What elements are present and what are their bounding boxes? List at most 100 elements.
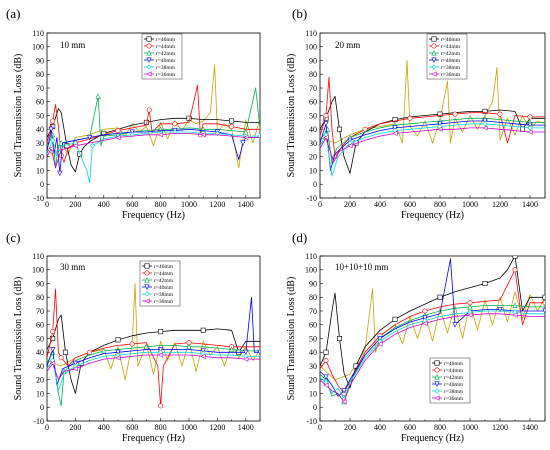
legend-entry: r=46mm xyxy=(441,37,461,43)
data-point xyxy=(242,356,249,362)
data-point xyxy=(243,129,249,135)
legend-entry: r=42mm xyxy=(441,51,461,57)
data-point xyxy=(482,121,488,127)
y-tick-label: 60 xyxy=(309,321,317,330)
y-tick-label: 30 xyxy=(36,139,44,148)
legend-entry: r=44mm xyxy=(154,271,174,277)
data-point xyxy=(512,312,518,318)
data-point xyxy=(323,374,329,380)
data-point xyxy=(392,117,398,123)
panel-label: (a) xyxy=(6,6,20,21)
legend-entry: r=38mm xyxy=(441,65,461,71)
legend-entry: r=36mm xyxy=(156,72,176,78)
chart-panel-2: (b)0 200 400 600 800 1000 1200 1400-10010203040… xyxy=(286,6,546,221)
series-line-r=46mm xyxy=(320,95,545,174)
series-line-r=40mm xyxy=(47,296,260,386)
y-tick-label: 90 xyxy=(309,279,317,288)
data-point xyxy=(49,131,56,138)
legend-marker xyxy=(434,381,440,387)
legend-entry: r=38mm xyxy=(156,65,176,71)
x-tick-label: 400 xyxy=(374,423,386,432)
data-point xyxy=(72,366,78,372)
y-tick-label: 50 xyxy=(309,111,317,120)
data-point xyxy=(228,346,235,353)
x-tick-label: 1000 xyxy=(181,200,197,209)
data-point xyxy=(437,111,443,117)
data-point xyxy=(497,307,503,313)
data-point xyxy=(50,335,56,341)
legend-entry: r=46mm xyxy=(444,361,464,367)
data-point xyxy=(377,341,383,347)
x-tick-label: 1400 xyxy=(238,423,254,432)
series-line-r=40mm xyxy=(47,128,260,174)
data-point xyxy=(512,267,518,273)
data-point xyxy=(341,399,347,405)
data-point xyxy=(49,346,56,353)
data-point xyxy=(57,170,63,177)
legend-marker xyxy=(431,57,437,63)
series-group xyxy=(320,60,545,177)
legend-entry: r=36mm xyxy=(441,72,461,78)
y-tick-label: 20 xyxy=(309,153,317,162)
y-axis-label: Sound Transmission Loss (dB) xyxy=(13,277,24,401)
x-tick-label: 1000 xyxy=(462,200,478,209)
y-tick-label: 0 xyxy=(40,180,44,189)
data-point xyxy=(72,360,79,367)
data-point xyxy=(336,126,342,132)
x-tick-label: 200 xyxy=(69,200,81,209)
y-tick-label: 70 xyxy=(36,307,44,316)
series-line-unlabeled xyxy=(320,60,545,144)
y-tick-label: 110 xyxy=(32,29,44,38)
x-tick-label: 1000 xyxy=(181,423,197,432)
x-axis-label: Frequency (Hz) xyxy=(401,210,464,221)
data-point xyxy=(58,355,64,361)
y-tick-label: 20 xyxy=(309,376,317,385)
data-point xyxy=(115,355,121,361)
x-axis-label: Frequency (Hz) xyxy=(122,210,185,221)
series-line-r=36mm xyxy=(320,127,545,163)
data-point xyxy=(157,132,164,138)
y-tick-label: 0 xyxy=(313,403,317,412)
data-point xyxy=(115,134,121,141)
legend-marker xyxy=(431,71,437,77)
y-axis-label: Sound Transmission Loss (dB) xyxy=(13,54,24,178)
y-tick-label: 10 xyxy=(36,389,44,398)
data-point xyxy=(200,132,206,138)
data-point xyxy=(257,349,260,356)
legend-box xyxy=(139,260,181,307)
data-point xyxy=(200,348,206,354)
data-point xyxy=(347,143,353,149)
y-tick-label: 20 xyxy=(36,153,44,162)
x-tick-label: 0 xyxy=(45,423,49,432)
y-tick-label: 80 xyxy=(36,293,44,302)
x-tick-label: 1400 xyxy=(238,200,254,209)
series-line-r=46mm xyxy=(47,314,260,394)
panel-label: (b) xyxy=(292,6,307,21)
legend-marker xyxy=(146,57,152,63)
data-point xyxy=(50,329,56,335)
legend-entry: r=40mm xyxy=(154,285,174,291)
data-point xyxy=(482,108,488,114)
data-point xyxy=(392,125,398,131)
y-axis-label: Sound Transmission Loss (dB) xyxy=(286,277,297,401)
data-point xyxy=(89,143,96,149)
data-point xyxy=(323,113,329,119)
x-tick-label: 600 xyxy=(404,200,416,209)
x-tick-label: 400 xyxy=(98,423,110,432)
legend-entry: r=46mm xyxy=(154,264,174,270)
x-tick-label: 200 xyxy=(69,423,81,432)
y-tick-label: 90 xyxy=(309,56,317,65)
x-tick-label: 400 xyxy=(98,200,110,209)
legend-marker xyxy=(144,263,150,269)
data-point xyxy=(362,126,368,132)
legend-entry: r=36mm xyxy=(444,396,464,402)
x-tick-label: 1200 xyxy=(492,200,508,209)
x-tick-label: 1400 xyxy=(522,423,538,432)
y-tick-label: 110 xyxy=(305,252,317,261)
data-point xyxy=(72,143,78,149)
x-tick-label: 1200 xyxy=(492,423,508,432)
data-point xyxy=(341,388,347,394)
legend-entry: r=42mm xyxy=(444,375,464,381)
